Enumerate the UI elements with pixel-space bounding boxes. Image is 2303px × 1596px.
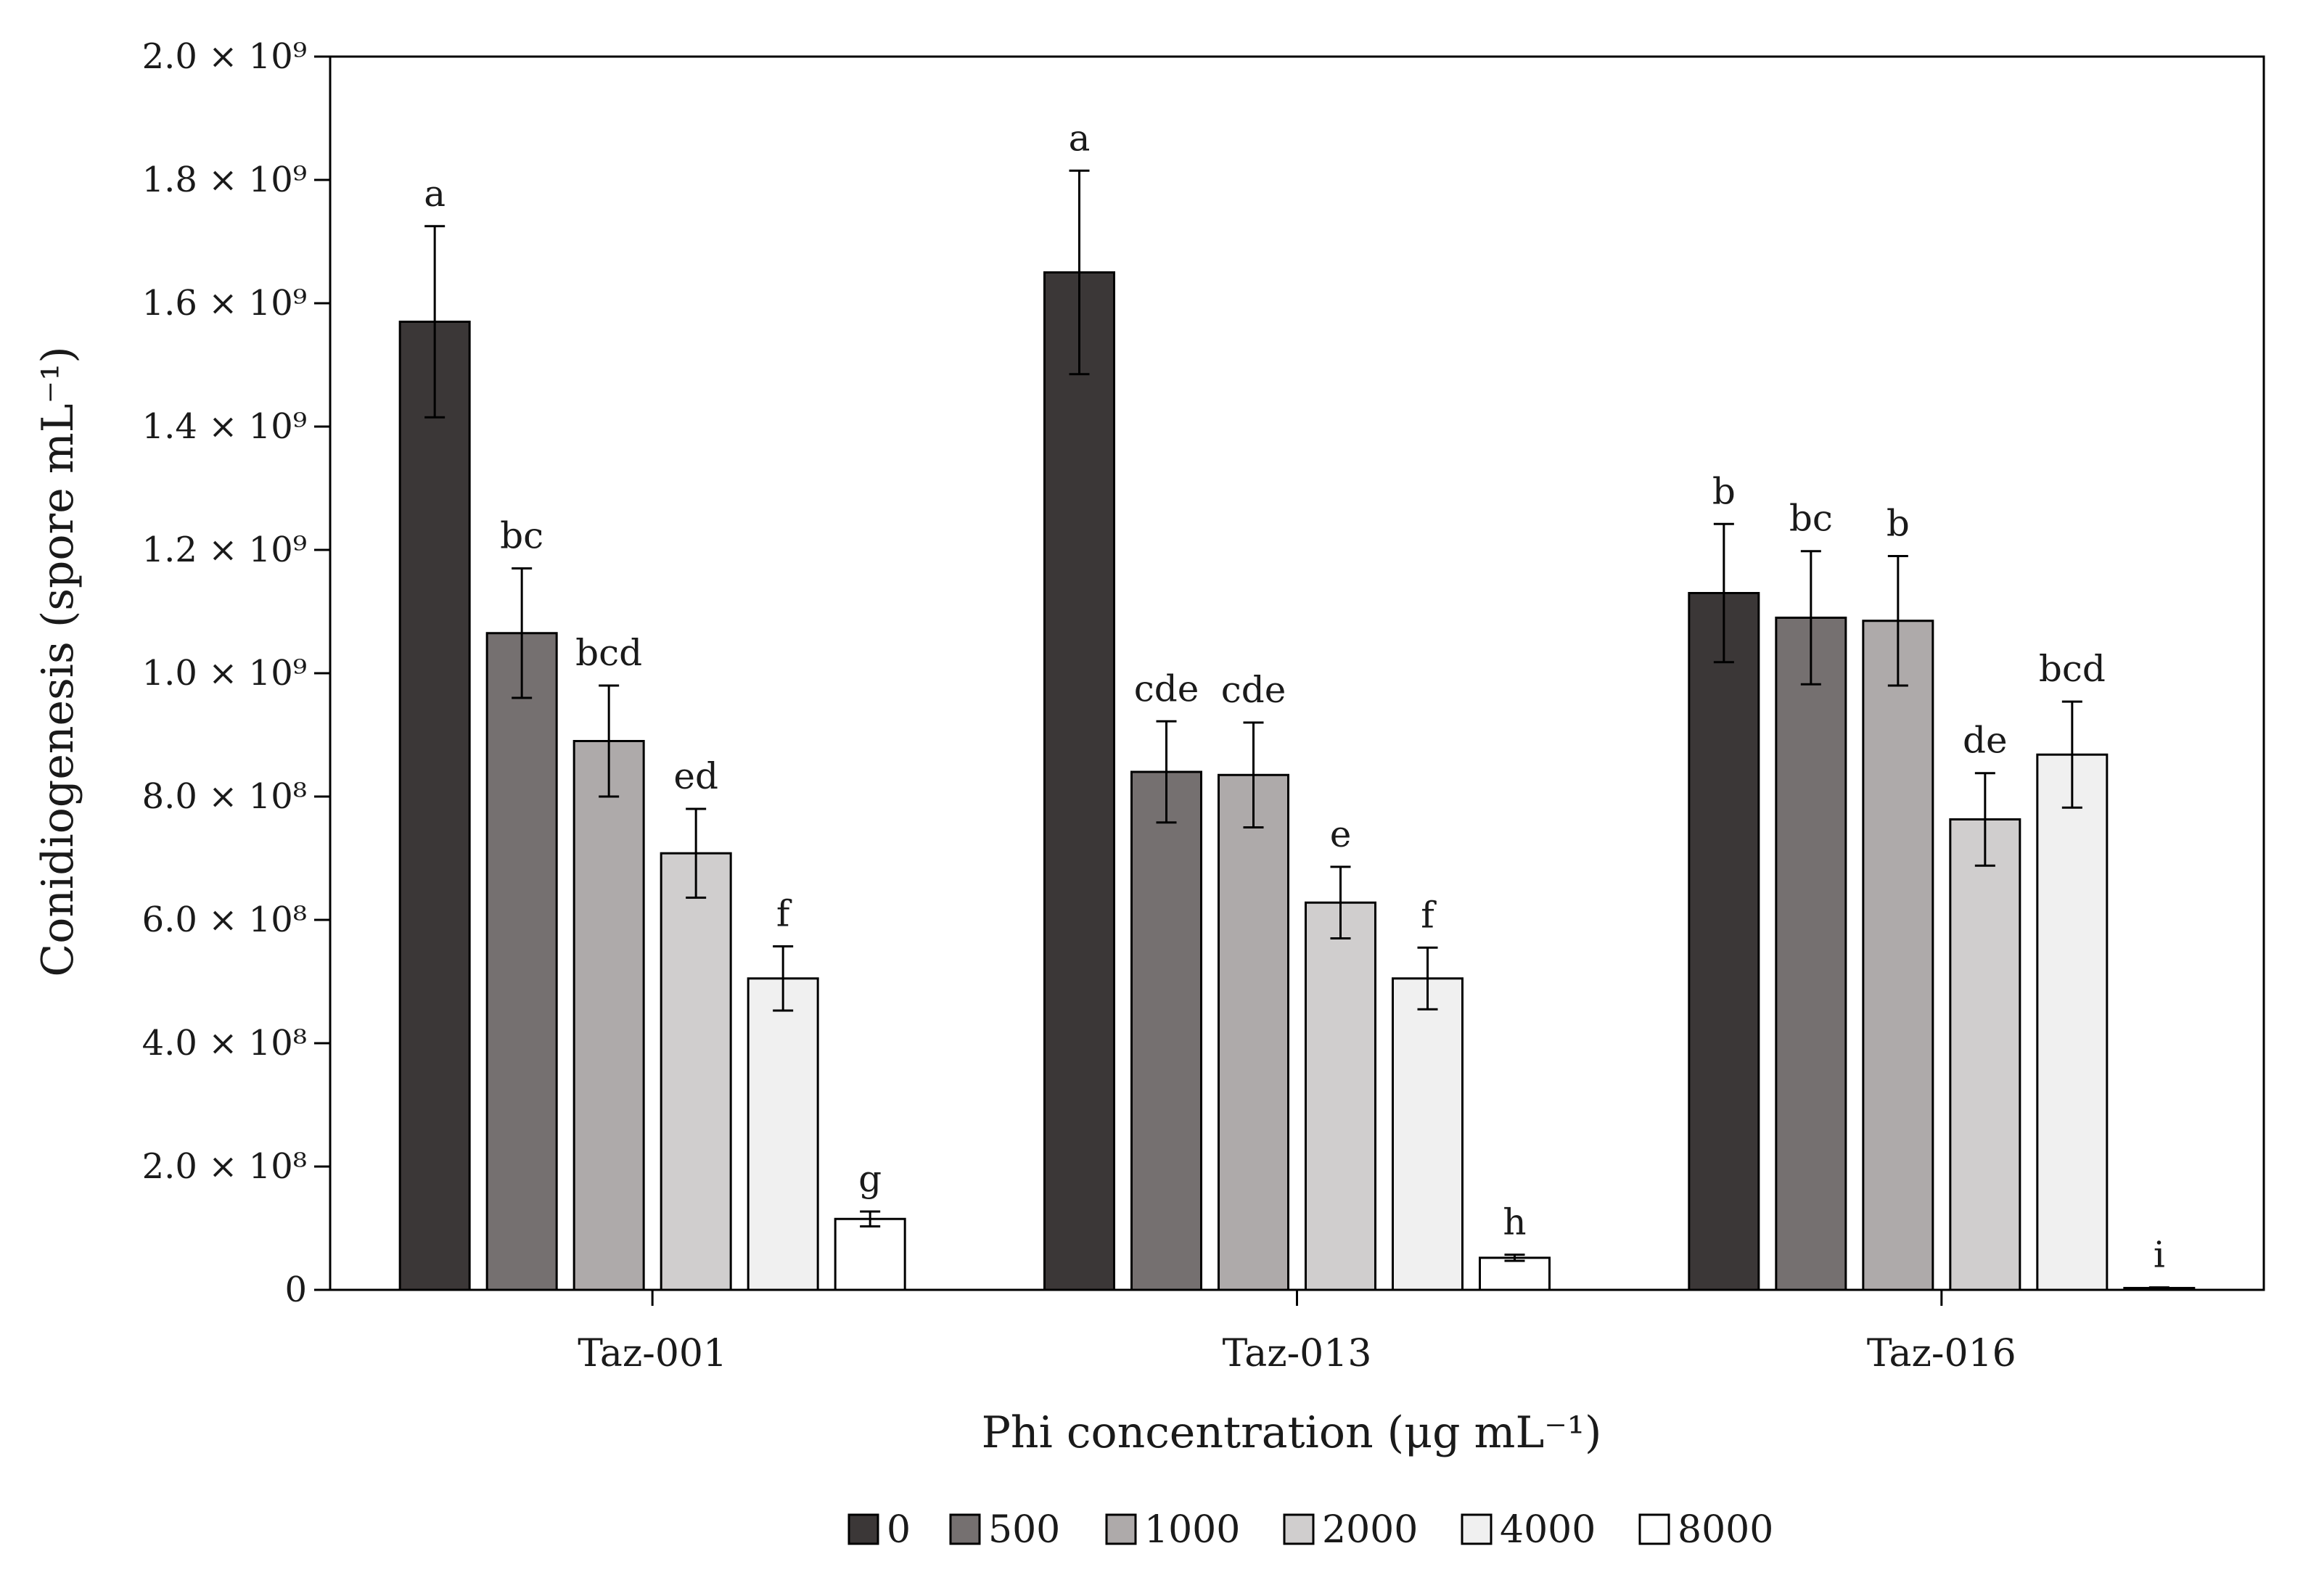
error-bar [424,225,446,419]
error-bar [2061,700,2082,809]
y-tick-label: 8.0 × 10⁸ [142,776,307,817]
bar-taz-013-8000 [1479,1256,1551,1291]
significance-letter: a [424,173,446,215]
bar-taz-013-500 [1130,770,1202,1291]
significance-letter: f [776,893,792,935]
error-bar [860,1210,881,1227]
legend-label: 8000 [1678,1508,1773,1552]
significance-letter: ed [673,755,718,797]
legend-swatch [1105,1513,1137,1545]
y-tick-label: 6.0 × 10⁸ [142,900,307,940]
bar-taz-013-4000 [1392,977,1464,1291]
bars [398,271,2196,1291]
error-bar [599,684,620,798]
y-tick-label: 1.8 × 10⁹ [142,160,307,200]
error-bar [1417,946,1438,1011]
error-bar [1243,721,1264,828]
bar-taz-016-2000 [1949,818,2021,1291]
x-axis: Taz-001 Taz-013 Taz-016 [578,1290,2016,1375]
legend-swatch [1283,1513,1315,1545]
bar-taz-016-1000 [1862,620,1934,1291]
error-bar [1800,550,1821,686]
significance-letter: f [1421,894,1437,936]
error-bars [424,169,2169,1290]
significance-letter: cde [1134,667,1199,709]
x-category-label: Taz-016 [1867,1332,2016,1375]
bar-taz-001-1000 [572,740,645,1291]
legend-swatch [1461,1513,1493,1545]
error-bar [2148,1286,2169,1290]
legend-label: 0 [887,1508,911,1552]
y-tick-label: 2.0 × 10⁸ [142,1146,307,1187]
error-bar [1156,720,1177,824]
bar-taz-013-0 [1043,271,1115,1291]
legend-item-2000: 2000 [1283,1508,1418,1552]
error-bar [773,945,794,1012]
significance-letter: b [1887,503,1910,545]
error-bar [1887,555,1908,687]
error-bar [1974,772,1995,867]
bar-taz-001-8000 [834,1217,906,1291]
significance-letter: de [1963,720,2008,762]
significance-letter: a [1069,117,1091,159]
legend-swatch [1638,1513,1670,1545]
legend-item-8000: 8000 [1638,1508,1773,1552]
x-category-label: Taz-013 [1223,1332,1372,1375]
legend-label: 4000 [1500,1508,1596,1552]
bar-taz-013-2000 [1305,901,1376,1291]
bar-taz-001-2000 [660,852,732,1291]
legend-item-1000: 1000 [1105,1508,1240,1552]
y-tick-label: 1.0 × 10⁹ [142,653,307,694]
y-tick-label: 4.0 × 10⁸ [142,1023,307,1064]
legend-swatch [949,1513,981,1545]
x-axis-title: Phi concentration (μg mL⁻¹) [982,1407,1602,1458]
significance-letter: bcd [575,632,642,674]
significance-letter: e [1330,813,1352,855]
y-tick-label: 1.2 × 10⁹ [142,530,307,570]
error-bar [1504,1254,1525,1262]
y-tick-label: 2.0 × 10⁹ [142,36,307,77]
error-bar [1330,865,1351,939]
bar-taz-013-1000 [1218,773,1289,1291]
significance-letter: h [1503,1201,1526,1243]
bar-taz-016-0 [1688,592,1760,1291]
bar-taz-001-500 [485,632,558,1291]
significance-letter: cde [1221,669,1286,711]
error-bar [512,567,533,699]
bar-taz-016-4000 [2036,753,2109,1291]
bar-taz-001-0 [398,321,471,1291]
significance-letter: bc [500,515,543,557]
y-axis-title: Conidiogenesis (spore mL⁻¹) [33,346,83,976]
significance-letter: g [858,1158,882,1200]
legend-label: 500 [988,1508,1060,1552]
legend-swatch [847,1513,879,1545]
y-tick-label: 1.6 × 10⁹ [142,283,307,324]
x-category-label: Taz-001 [578,1332,727,1375]
error-bar [1069,169,1090,376]
bar-taz-016-500 [1775,617,1847,1291]
significance-letter: b [1712,470,1736,512]
y-axis: 0 2.0 × 10⁸ 4.0 × 10⁸ 6.0 × 10⁸ 8.0 × 10⁸ 1.0… [142,36,330,1310]
bar-taz-001-4000 [747,977,819,1291]
significance-letter: bcd [2039,648,2106,690]
legend-item-0: 0 [847,1508,911,1552]
legend-label: 1000 [1144,1508,1240,1552]
y-tick-label: 0 [284,1270,307,1310]
significance-letter: i [2154,1234,2165,1276]
legend-label: 2000 [1322,1508,1418,1552]
y-tick-label: 1.4 × 10⁹ [142,406,307,447]
legend-item-4000: 4000 [1461,1508,1596,1552]
legend: 0 500 1000 2000 4000 8000 [847,1508,1773,1552]
error-bar [686,807,707,899]
legend-item-500: 500 [949,1508,1060,1552]
significance-letter: bc [1789,498,1833,540]
error-bar [1713,522,1734,664]
